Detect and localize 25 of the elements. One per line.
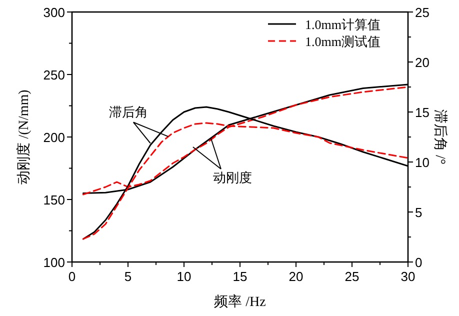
y2-tick-label: 0: [415, 255, 422, 270]
x-tick-label: 20: [288, 269, 304, 284]
y-tick-label: 200: [43, 130, 65, 145]
annotation: 动刚度: [212, 170, 252, 185]
y2-tick-label: 25: [415, 5, 430, 20]
legend-label: 1.0mm测试值: [305, 34, 380, 49]
y-tick-label: 100: [43, 255, 65, 270]
y2-tick-label: 5: [415, 205, 422, 220]
x-tick-label: 15: [232, 269, 248, 284]
x-tick-label: 5: [124, 269, 132, 284]
y2-tick-label: 10: [415, 155, 430, 170]
x-axis-title: 频率 /Hz: [214, 294, 266, 310]
annotation: 滞后角: [108, 104, 148, 120]
y-tick-label: 150: [43, 192, 65, 208]
y-axis-title: 动刚度 /(N/mm): [16, 89, 32, 184]
legend-label: 1.0mm计算值: [305, 17, 380, 32]
y2-axis-title: 滞后角 /°: [432, 110, 448, 164]
x-tick-label: 25: [344, 269, 360, 284]
y-tick-label: 250: [43, 68, 65, 82]
x-tick-label: 10: [176, 269, 192, 284]
x-tick-label: 0: [68, 269, 76, 284]
y-tick-label: 300: [43, 5, 65, 20]
y2-tick-label: 15: [415, 105, 430, 120]
y2-tick-label: 20: [415, 55, 430, 70]
x-tick-label: 30: [400, 269, 416, 284]
